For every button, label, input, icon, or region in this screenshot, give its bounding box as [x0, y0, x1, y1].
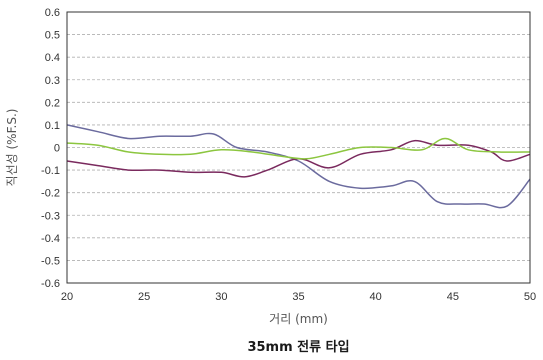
- x-tick-label: 50: [524, 291, 536, 303]
- x-tick-label: 35: [292, 291, 304, 303]
- y-tick-label: 0: [54, 143, 60, 155]
- y-tick-label: 0.6: [45, 7, 60, 19]
- y-tick-label: 0.4: [45, 52, 60, 64]
- chart-title: 35mm 전류 타입: [247, 339, 349, 355]
- x-tick-label: 25: [138, 291, 150, 303]
- y-tick-labels: 0.6 0.5 0.4 0.3 0.2 0.1 0 -0.1 -0.2 -0.3 -0.4 -0.5 -…: [41, 7, 60, 290]
- series-line-2: [66, 139, 531, 178]
- y-tick-label: -0.4: [41, 233, 60, 245]
- x-axis-label: 거리 (mm): [269, 312, 328, 326]
- plot-frame: [66, 11, 531, 284]
- y-tick-label: -0.2: [41, 188, 60, 200]
- y-tick-label: 0.2: [45, 97, 60, 109]
- y-tick-label: -0.3: [41, 210, 60, 222]
- y-tick-label: -0.6: [41, 278, 60, 290]
- x-tick-label: 40: [370, 291, 382, 303]
- x-tick-label: 30: [215, 291, 227, 303]
- y-tick-label: 0.5: [45, 30, 60, 42]
- y-tick-label: -0.1: [41, 165, 60, 177]
- y-tick-label: 0.1: [45, 120, 60, 132]
- x-tick-label: 45: [447, 291, 459, 303]
- series-lines: [66, 124, 531, 209]
- series-line-3: [66, 137, 531, 160]
- gridlines: [67, 34, 530, 261]
- series-line-1: [66, 124, 531, 209]
- x-tick-label: 20: [61, 291, 73, 303]
- y-tick-label: 0.3: [45, 75, 60, 87]
- y-axis-label: 직선성 (%F.S.): [5, 109, 19, 187]
- y-tick-label: -0.5: [41, 255, 60, 267]
- x-tick-labels: 20 25 30 35 40 45 50: [61, 291, 536, 303]
